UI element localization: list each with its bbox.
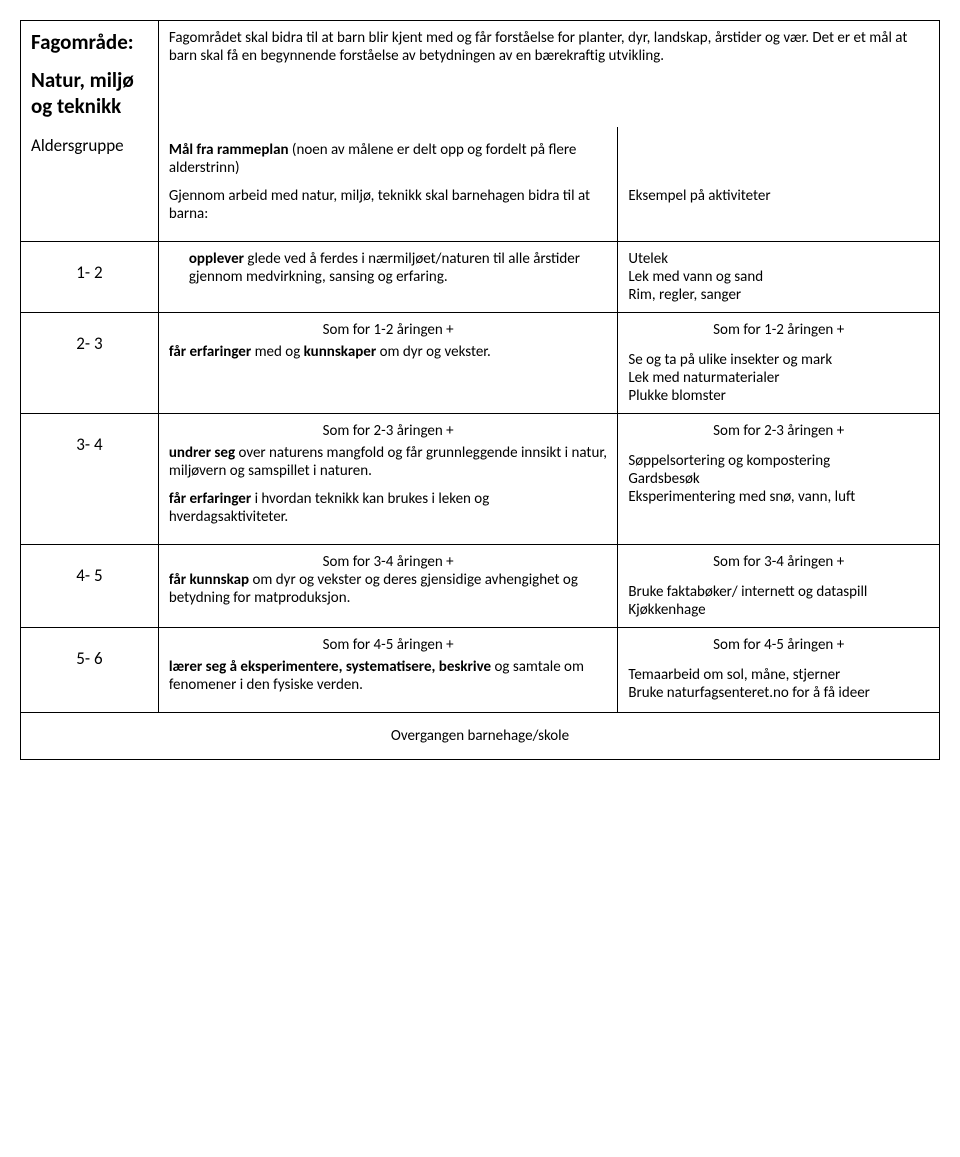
activity-line: Kjøkkenhage [628,601,929,619]
activity-line: Temaarbeid om sol, måne, stjerner [628,666,929,684]
header-row-2: Aldersgruppe Mål fra rammeplan (noen av … [21,127,940,242]
footer-cell: Overgangen barnehage/skole [21,713,940,760]
goal-mid: med og [251,343,303,361]
table-row: 5- 6 Som for 4-5 åringen + lærer seg å e… [21,628,940,713]
activity-line: Eksperimentering med snø, vann, luft [628,488,929,506]
goals-line-1: Mål fra rammeplan (noen av målene er del… [169,141,608,177]
activity-cell: Som for 4-5 åringen + Temaarbeid om sol,… [618,628,940,713]
activity-line: Utelek [628,250,929,268]
prev-label: Som for 1-2 åringen + [628,321,929,339]
goal-bold: undrer seg [169,444,235,462]
prev-label: Som for 2-3 åringen + [169,422,608,440]
activity-line: Lek med vann og sand [628,268,929,286]
goal-bold: får kunnskap [169,571,249,589]
activity-line: Lek med naturmaterialer [628,369,929,387]
goals-bold: Mål fra rammeplan [169,141,289,159]
age-cell: 2- 3 [21,313,159,414]
footer-row: Overgangen barnehage/skole [21,713,940,760]
activity-line: Gardsbesøk [628,470,929,488]
activity-line: Plukke blomster [628,387,929,405]
activity-line: Bruke naturfagsenteret.no for å få ideer [628,684,929,702]
intro-paragraph: Fagområdet skal bidra til at barn blir k… [169,29,929,65]
activity-line: Rim, regler, sanger [628,286,929,304]
activity-header-cell: Eksempel på aktiviteter [618,127,940,242]
goal-bold: opplever [189,250,244,268]
table-row: 3- 4 Som for 2-3 åringen + undrer seg ov… [21,414,940,545]
goal-bold: kunnskaper [304,343,377,361]
table-row: 1- 2 opplever glede ved å ferdes i nærmi… [21,242,940,313]
activity-line: Se og ta på ulike insekter og mark [628,351,929,369]
subject-name: Natur, miljø og teknikk [31,67,148,119]
activity-cell: Som for 2-3 åringen + Søppelsortering og… [618,414,940,545]
goal-bold: får erfaringer [169,490,251,508]
aldersgruppe-cell: Aldersgruppe [21,127,159,242]
prev-label: Som for 2-3 åringen + [628,422,929,440]
activity-cell: Utelek Lek med vann og sand Rim, regler,… [618,242,940,313]
age-cell: 4- 5 [21,545,159,628]
goal-bold: får erfaringer [169,343,251,361]
table-row: 4- 5 Som for 3-4 åringen + får kunnskap … [21,545,940,628]
goal-cell: opplever glede ved å ferdes i nærmiljøet… [158,242,618,313]
goals-header-cell: Mål fra rammeplan (noen av målene er del… [158,127,618,242]
goal-cell: Som for 4-5 åringen + lærer seg å eksper… [158,628,618,713]
goal-cell: Som for 1-2 åringen + får erfaringer med… [158,313,618,414]
fagomrade-label: Fagområde: [31,29,148,55]
goal-cell: Som for 3-4 åringen + får kunnskap om dy… [158,545,618,628]
age-cell: 5- 6 [21,628,159,713]
goal-rest: glede ved å ferdes i nærmiljøet/naturen … [189,250,580,286]
activity-header: Eksempel på aktiviteter [628,187,770,205]
goal-cell: Som for 2-3 åringen + undrer seg over na… [158,414,618,545]
intro-cell: Fagområdet skal bidra til at barn blir k… [158,21,939,128]
header-row: Fagområde: Natur, miljø og teknikk Fagom… [21,21,940,128]
age-cell: 1- 2 [21,242,159,313]
prev-label: Som for 4-5 åringen + [169,636,608,654]
prev-label: Som for 3-4 åringen + [628,553,929,571]
age-cell: 3- 4 [21,414,159,545]
curriculum-table: Fagområde: Natur, miljø og teknikk Fagom… [20,20,940,760]
aldersgruppe-label: Aldersgruppe [31,135,148,156]
activity-cell: Som for 3-4 åringen + Bruke faktabøker/ … [618,545,940,628]
activity-cell: Som for 1-2 åringen + Se og ta på ulike … [618,313,940,414]
goals-line-2: Gjennom arbeid med natur, miljø, teknikk… [169,187,608,223]
table-row: 2- 3 Som for 1-2 åringen + får erfaringe… [21,313,940,414]
goal-bold: lærer seg å eksperimentere, systematiser… [169,658,491,676]
activity-line: Søppelsortering og kompostering [628,452,929,470]
prev-label: Som for 4-5 åringen + [628,636,929,654]
subject-cell: Fagområde: Natur, miljø og teknikk [21,21,159,128]
prev-label: Som for 3-4 åringen + [169,553,608,571]
goal-rest: over naturens mangfold og får grunnlegge… [169,444,607,480]
goal-rest: om dyr og vekster. [376,343,491,361]
prev-label: Som for 1-2 åringen + [169,321,608,339]
activity-line: Bruke faktabøker/ internett og dataspill [628,583,929,601]
footer-text: Overgangen barnehage/skole [391,727,569,745]
